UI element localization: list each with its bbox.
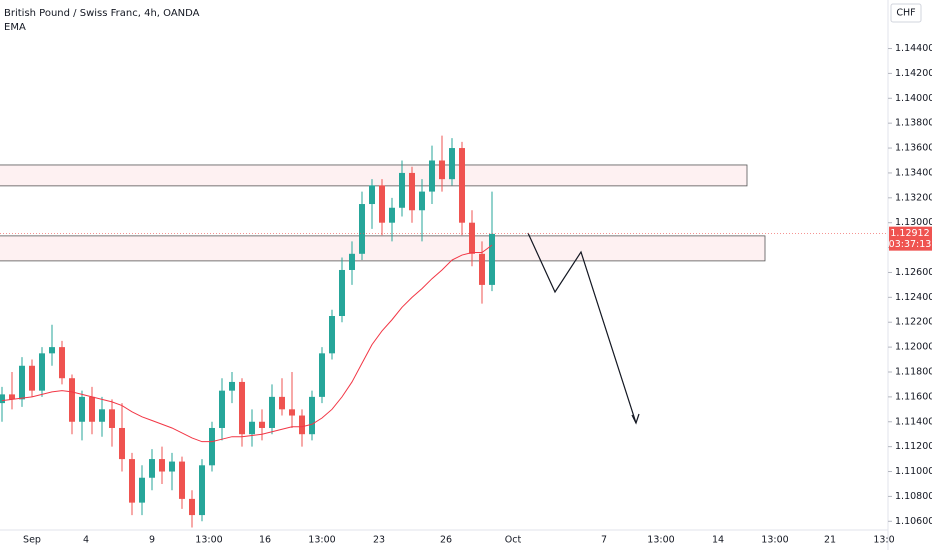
candle-body [229, 381, 235, 391]
candle-body [389, 207, 395, 223]
x-tick-label: 7 [601, 535, 607, 546]
countdown-label: 03:37:13 [889, 239, 932, 250]
x-tick-label: Sep [23, 535, 41, 546]
candle-body [439, 160, 445, 180]
y-tick-label: 1.11000 [895, 466, 932, 477]
indicator-label: EMA [4, 22, 26, 33]
x-tick-label: 23 [373, 535, 385, 546]
x-tick-label: 13:0 [873, 535, 894, 546]
candle-body [399, 172, 405, 208]
x-tick-label: 26 [440, 535, 452, 546]
candle-body [309, 396, 315, 435]
candle-body [59, 347, 65, 379]
y-tick-label: 1.14400 [895, 43, 932, 54]
y-tick-label: 1.11600 [895, 391, 932, 402]
y-tick-label: 1.11200 [895, 441, 932, 452]
candle-body [89, 396, 95, 422]
y-tick-label: 1.10600 [895, 516, 932, 527]
candle-body [379, 185, 385, 223]
x-tick-label: 4 [83, 535, 89, 546]
x-tick-label: 13:00 [308, 535, 335, 546]
candle-body [359, 204, 365, 254]
candle-body [489, 233, 495, 285]
candle-body [249, 421, 255, 435]
last-price-label: 1.12912 [890, 228, 929, 239]
candle-body [479, 253, 485, 285]
candle-body [189, 498, 195, 516]
candle-body [49, 347, 55, 354]
chart-title: British Pound / Swiss Franc, 4h, OANDA [4, 8, 200, 19]
projection-path [527, 232, 637, 424]
x-tick-label: 21 [824, 535, 836, 546]
candle-body [149, 459, 155, 478]
y-tick-label: 1.13800 [895, 118, 932, 129]
y-tick-label: 1.14200 [895, 68, 932, 79]
candle-body [9, 394, 15, 400]
candle-body [239, 381, 245, 435]
candle-body [159, 459, 165, 472]
candle-body [79, 396, 85, 422]
projection-arrowhead [631, 413, 640, 425]
candle-body [139, 477, 145, 503]
candle-body [369, 185, 375, 205]
supply-demand-zone [0, 164, 748, 187]
x-tick-label: 16 [259, 535, 271, 546]
y-tick-label: 1.11800 [895, 366, 932, 377]
candle-body [69, 378, 75, 422]
candle-body [0, 394, 5, 404]
y-tick-label: 1.12200 [895, 317, 932, 328]
x-tick-label: 14 [712, 535, 724, 546]
candle-body [459, 148, 465, 223]
candle-body [259, 421, 265, 428]
y-tick-label: 1.13400 [895, 167, 932, 178]
x-tick-label: 13:00 [195, 535, 222, 546]
y-tick-label: 1.12000 [895, 342, 932, 353]
y-tick-label: 1.12600 [895, 267, 932, 278]
candle-body [99, 409, 105, 422]
y-tick-label: 1.13000 [895, 217, 932, 228]
candle-body [19, 365, 25, 400]
candle-body [179, 461, 185, 499]
x-tick-label: Oct [505, 535, 522, 546]
y-tick-label: 1.14000 [895, 93, 932, 104]
ema-line [1, 244, 493, 443]
candle-body [329, 316, 335, 354]
candle-body [109, 409, 115, 428]
candle-body [469, 222, 475, 254]
candle-body [199, 465, 205, 516]
currency-box[interactable] [890, 3, 922, 23]
candle-body [119, 427, 125, 460]
y-tick-label: 1.12400 [895, 292, 932, 303]
candle-body [409, 172, 415, 211]
candle-body [269, 396, 275, 428]
candle-body [449, 148, 455, 180]
candle-body [219, 390, 225, 428]
x-tick-label: 13:00 [647, 535, 674, 546]
candle-body [209, 427, 215, 466]
candle-body [429, 160, 435, 192]
candle-body [279, 396, 285, 410]
candle-body [39, 353, 45, 391]
candle-body [419, 191, 425, 211]
y-tick-label: 1.11400 [895, 416, 932, 427]
x-tick-label: 13:00 [761, 535, 788, 546]
candle-body [349, 253, 355, 270]
last-price-box [889, 226, 932, 251]
candle-body [299, 415, 305, 435]
y-tick-label: 1.10800 [895, 491, 932, 502]
y-tick-label: 1.13200 [895, 192, 932, 203]
candle-body [289, 409, 295, 416]
candle-body [339, 269, 345, 317]
x-tick-label: 9 [149, 535, 155, 546]
candle-body [319, 353, 325, 397]
y-tick-label: 1.13600 [895, 143, 932, 154]
candle-body [169, 461, 175, 472]
candle-body [129, 459, 135, 503]
supply-demand-zone [0, 235, 766, 262]
currency-label[interactable]: CHF [896, 8, 915, 19]
candle-body [29, 365, 35, 391]
